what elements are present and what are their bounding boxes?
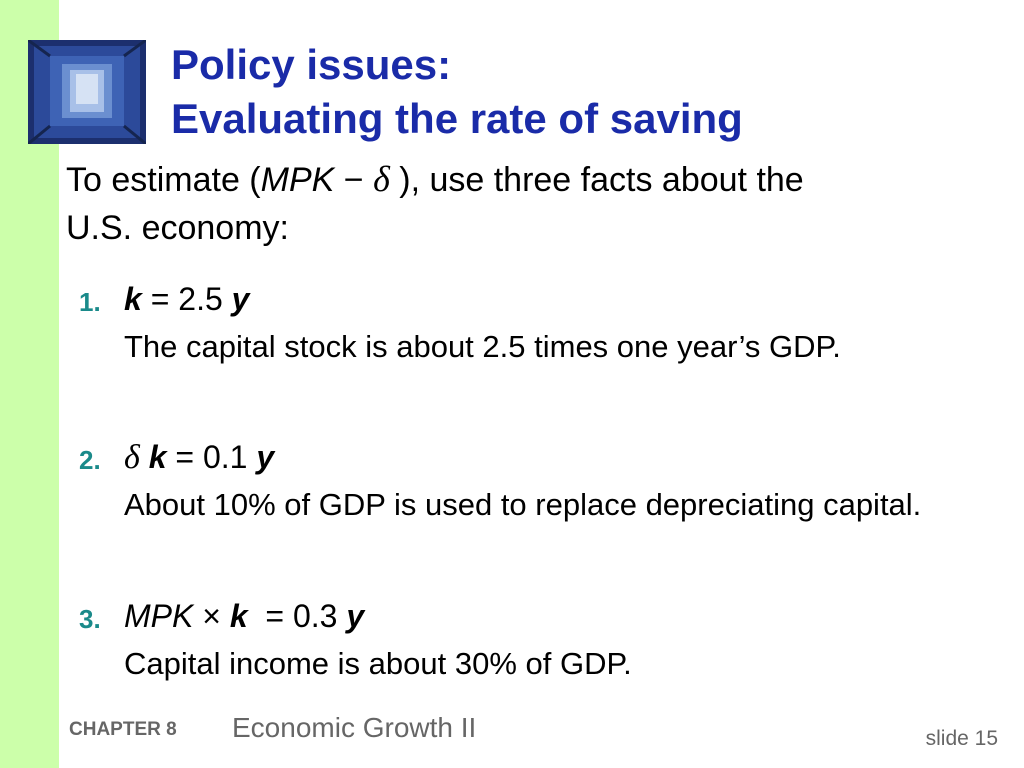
eq-y: y bbox=[346, 598, 365, 634]
eq-text: = 0.3 bbox=[247, 598, 347, 634]
intro-line-2: U.S. economy: bbox=[66, 209, 289, 247]
intro-line-1: To estimate (MPK − δ ), use three facts … bbox=[66, 155, 966, 204]
fact-description: The capital stock is about 2.5 times one… bbox=[124, 329, 841, 364]
intro-minus: − bbox=[334, 161, 374, 199]
eq-mpk: MPK bbox=[124, 598, 194, 634]
title-line-2: Evaluating the rate of saving bbox=[171, 95, 743, 142]
fact-equation: k = 2.5 y bbox=[124, 279, 249, 319]
fact-equation: MPK × k = 0.3 y bbox=[124, 596, 364, 636]
fact-equation: δ k = 0.1 y bbox=[124, 437, 274, 478]
eq-y: y bbox=[256, 439, 275, 475]
eq-times: × bbox=[193, 598, 230, 634]
intro-mpk: MPK bbox=[260, 161, 335, 199]
eq-k: k bbox=[229, 598, 248, 634]
eq-y: y bbox=[231, 281, 250, 317]
fact-description: Capital income is about 30% of GDP. bbox=[124, 646, 632, 681]
eq-k: k bbox=[124, 281, 142, 317]
footer-chapter: CHAPTER 8 bbox=[69, 719, 177, 740]
fact-number: 2. bbox=[79, 445, 101, 475]
intro-text: To estimate (MPK − δ ), use three facts … bbox=[66, 155, 966, 252]
fact-description: About 10% of GDP is used to replace depr… bbox=[124, 487, 922, 522]
title-line-1: Policy issues: bbox=[171, 41, 452, 88]
slide-number: slide 15 bbox=[925, 727, 998, 750]
fact-number: 1. bbox=[79, 287, 101, 317]
eq-delta: δ bbox=[124, 439, 140, 476]
slide-title: Policy issues: Evaluating the rate of sa… bbox=[171, 38, 743, 146]
intro-delta: δ bbox=[373, 159, 390, 199]
chimney-logo-icon bbox=[28, 40, 146, 144]
intro-before: To estimate ( bbox=[66, 161, 261, 199]
intro-after: ), use three facts about the bbox=[389, 161, 804, 199]
footer-subtitle: Economic Growth II bbox=[232, 712, 477, 743]
eq-text: = 0.1 bbox=[166, 439, 257, 475]
eq-text: = 2.5 bbox=[141, 281, 232, 317]
eq-k: k bbox=[148, 439, 167, 475]
fact-number: 3. bbox=[79, 604, 101, 634]
